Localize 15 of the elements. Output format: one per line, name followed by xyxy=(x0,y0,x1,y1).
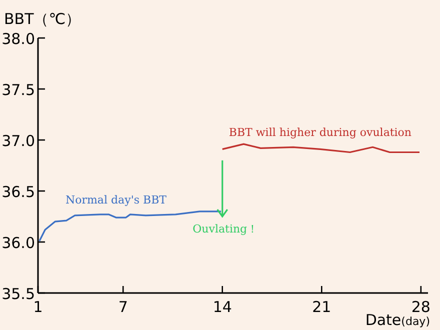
line-series xyxy=(222,143,420,154)
y-tick-label: 36.5 xyxy=(2,183,35,201)
y-axis-title: BBT（℃） xyxy=(4,10,81,28)
series-label: Normal day's BBT xyxy=(66,193,168,206)
x-tick-label: 21 xyxy=(312,298,332,316)
x-tick-label: 1 xyxy=(33,298,43,316)
x-tick-label: 14 xyxy=(212,298,232,316)
x-tick-label: 7 xyxy=(118,298,128,316)
y-tick-label: 37.0 xyxy=(2,132,35,150)
y-tick-label: 35.5 xyxy=(2,285,35,303)
y-tick-label: 37.5 xyxy=(2,81,35,99)
series-label: BBT will higher during ovulation xyxy=(228,126,412,140)
annotation: Ouvlating！ xyxy=(192,222,258,236)
y-tick-label: 36.0 xyxy=(2,234,35,252)
y-tick-label: 38.0 xyxy=(2,30,35,48)
